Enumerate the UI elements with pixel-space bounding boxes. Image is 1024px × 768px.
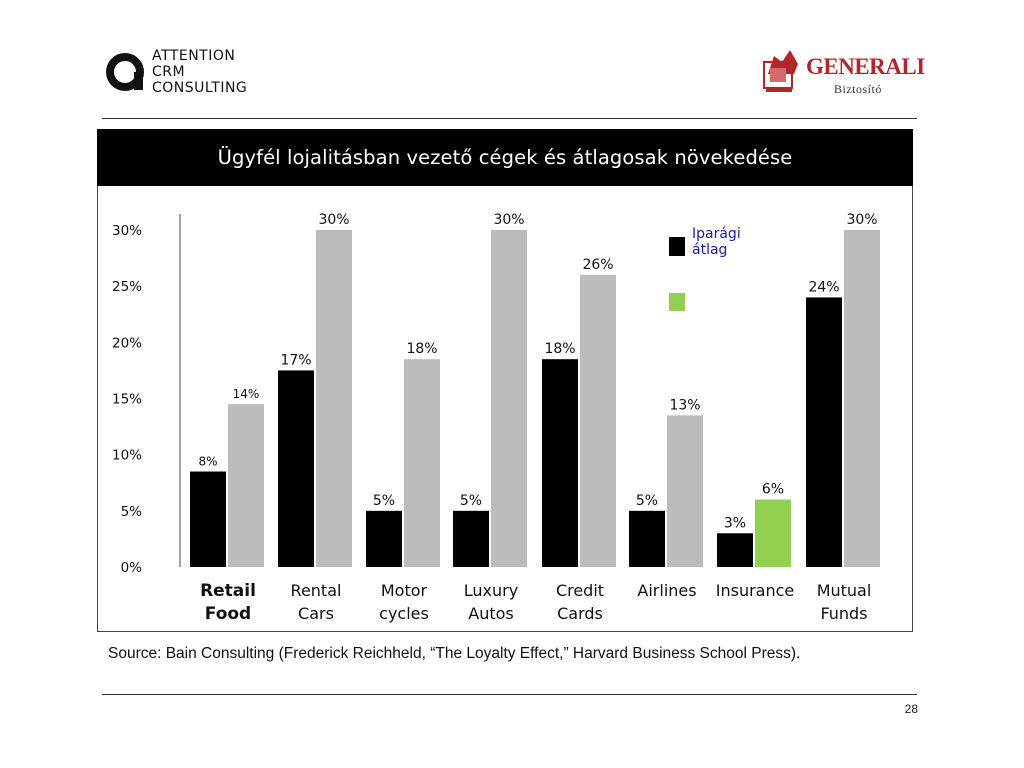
category-label: Insurance	[716, 581, 795, 600]
attention-crm-logo: ATTENTION CRM CONSULTING	[104, 44, 274, 100]
generali-logo: GENERALI Biztosító	[760, 44, 925, 100]
data-label-leader: 30%	[493, 212, 524, 228]
attention-logo-text: ATTENTION CRM CONSULTING	[152, 48, 247, 96]
attention-logo-mark-icon	[106, 53, 144, 91]
category-label: Credit	[556, 581, 604, 600]
y-tick-label: 20%	[112, 335, 142, 351]
bar-leader	[667, 415, 703, 567]
bar-industry-average	[366, 510, 402, 567]
chart-frame: 0% 5% 10% 15% 20% 25% 30% 8% 14% Retail Food 17% 30%…	[97, 129, 913, 632]
category-label: Cars	[298, 604, 334, 623]
logo-line-2: CRM	[152, 64, 186, 80]
category-label: Mutual	[817, 581, 872, 600]
legend-label: átlag	[692, 242, 727, 258]
data-label-industry-average: 24%	[808, 279, 839, 295]
data-label-leader: 14%	[233, 387, 260, 401]
y-tick-label: 25%	[112, 279, 142, 295]
data-label-industry-average: 8%	[198, 455, 217, 469]
bar-leader	[404, 359, 440, 567]
category-label: Retail	[200, 581, 256, 601]
chart-title: Ügyfél lojalitásban vezető cégek és átla…	[217, 146, 793, 169]
data-label-industry-average: 5%	[460, 493, 482, 509]
y-tick-label: 5%	[121, 504, 143, 520]
footer-divider	[102, 694, 917, 695]
chart-title-bar: Ügyfél lojalitásban vezető cégek és átla…	[97, 129, 913, 186]
bar-industry-average	[278, 370, 314, 567]
data-label-industry-average: 3%	[724, 515, 746, 531]
category-label: Funds	[820, 604, 867, 623]
category-label: Luxury	[464, 581, 518, 600]
y-tick-label: 0%	[121, 560, 143, 576]
bar-leader	[316, 230, 352, 567]
data-label-leader: 18%	[406, 341, 437, 357]
bar-leader	[755, 499, 791, 567]
category-label: cycles	[379, 604, 429, 623]
bar-industry-average	[717, 533, 753, 567]
data-label-industry-average: 18%	[544, 341, 575, 357]
data-label-leader: 13%	[669, 397, 700, 413]
header-divider	[102, 118, 917, 119]
generali-brand-text: GENERALI	[806, 54, 925, 79]
bar-leader	[228, 404, 264, 567]
source-note: Source: Bain Consulting (Frederick Reich…	[108, 645, 801, 662]
bar-industry-average	[542, 359, 578, 567]
logo-line-1: ATTENTION	[152, 48, 236, 64]
bar-leader	[844, 230, 880, 567]
bar-leader	[491, 230, 527, 567]
category-label: Autos	[468, 604, 513, 623]
data-label-industry-average: 5%	[373, 493, 395, 509]
data-label-industry-average: 17%	[280, 352, 311, 368]
category-label: Food	[205, 604, 251, 624]
data-label-leader: 30%	[318, 212, 349, 228]
category-label: Rental	[291, 581, 342, 600]
data-label-leader: 30%	[846, 212, 877, 228]
y-tick-label: 30%	[112, 223, 142, 239]
bar-chart: 0% 5% 10% 15% 20% 25% 30% 8% 14% Retail Food 17% 30%…	[112, 212, 880, 624]
bar-leader	[580, 274, 616, 567]
legend-swatch-industry-average	[669, 237, 685, 256]
logo-line-3: CONSULTING	[152, 80, 248, 96]
bar-industry-average	[806, 297, 842, 567]
y-tick-label: 15%	[112, 392, 142, 408]
generali-sub-text: Biztosító	[834, 82, 882, 96]
category-label: Cards	[557, 604, 603, 623]
data-label-leader: 26%	[582, 257, 613, 273]
legend-swatch-highlight	[669, 293, 685, 311]
bar-industry-average	[453, 510, 489, 567]
data-label-leader: 6%	[762, 482, 784, 498]
category-label: Airlines	[637, 581, 696, 600]
legend-label: Iparági	[692, 226, 741, 242]
data-label-industry-average: 5%	[636, 493, 658, 509]
y-tick-label: 10%	[112, 448, 142, 464]
bar-industry-average	[190, 471, 226, 567]
generali-lion-icon	[763, 50, 798, 92]
category-label: Motor	[381, 581, 428, 600]
page-number: 28	[904, 702, 918, 716]
bar-industry-average	[629, 510, 665, 567]
